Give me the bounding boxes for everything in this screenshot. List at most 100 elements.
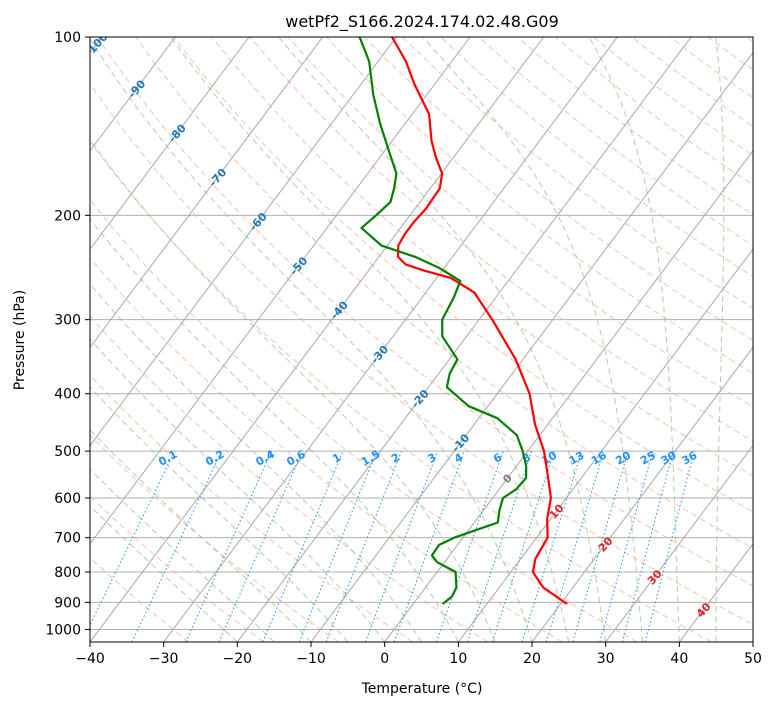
isotherm-line xyxy=(163,37,618,642)
isotherm-label: -20 xyxy=(409,387,432,411)
isotherm-line xyxy=(531,346,753,642)
x-tick-label: 0 xyxy=(380,651,389,667)
isotherm-line xyxy=(90,37,250,250)
dry-adiabat xyxy=(364,37,753,341)
isotherm-line xyxy=(457,248,753,642)
isotherm-label: -40 xyxy=(328,298,351,322)
mixing-ratio-line xyxy=(599,450,654,642)
x-tick-label: −30 xyxy=(149,651,179,667)
x-tick-label: −10 xyxy=(296,651,326,667)
isotherm-label: -100 xyxy=(82,30,110,59)
y-tick-label: 200 xyxy=(54,208,81,224)
x-tick-label: 40 xyxy=(670,651,688,667)
dry-adiabat xyxy=(745,37,753,43)
mixing-ratio-line xyxy=(131,450,223,642)
mixing-ratio-line xyxy=(90,450,176,627)
isotherm-line xyxy=(90,37,176,152)
y-axis-label: Pressure (hPa) xyxy=(12,290,28,390)
mixing-ratio-line xyxy=(621,450,674,642)
y-tick-label: 900 xyxy=(54,595,81,611)
mixing-ratio-line xyxy=(491,450,555,642)
y-tick-label: 1000 xyxy=(45,622,81,638)
line-labels: 0.1 0.2 0.4 0.6 1 1.5 2 3 4 6 8 10 13 16 20 25 30 36-100-… xyxy=(82,30,714,620)
isotherm-label: 0 xyxy=(500,471,515,486)
mixing-ratio-line xyxy=(262,450,344,642)
dry-adiabat xyxy=(135,37,753,550)
mixing-ratio-line xyxy=(364,450,439,642)
mixing-ratio-line xyxy=(644,450,695,642)
isotherm-line xyxy=(90,37,545,642)
x-axis-label: Temperature (°C) xyxy=(361,681,483,697)
mixing-ratio-label: 3 xyxy=(425,451,438,466)
chart-title: wetPf2_S166.2024.174.02.48.G09 xyxy=(285,12,559,32)
y-tick-label: 400 xyxy=(54,387,81,403)
dry-adiabat xyxy=(90,140,712,642)
dry-adiabat xyxy=(90,495,264,642)
profiles xyxy=(358,37,568,605)
background-lines xyxy=(90,37,753,642)
moist-adiabat xyxy=(90,138,496,642)
dry-adiabat xyxy=(90,257,563,642)
y-tick-label: 600 xyxy=(54,491,81,507)
moist-adiabat xyxy=(170,37,570,642)
moist-adiabat xyxy=(715,37,725,642)
mixing-ratio-line xyxy=(435,450,504,642)
x-tick-label: −40 xyxy=(75,651,105,667)
isotherm-label: -30 xyxy=(368,343,391,367)
moist-adiabat xyxy=(90,505,238,642)
y-tick-label: 500 xyxy=(54,444,81,460)
isotherm-line xyxy=(90,37,471,545)
moist-adiabat xyxy=(422,37,643,642)
dry-adiabat xyxy=(90,374,414,642)
moist-adiabat xyxy=(278,37,607,642)
isotherm-line xyxy=(678,543,753,642)
dry-adiabat xyxy=(402,37,753,309)
moist-adiabat xyxy=(90,338,386,642)
moist-adiabat xyxy=(90,218,459,642)
dry-adiabat xyxy=(478,37,753,246)
dry-adiabat xyxy=(90,315,488,642)
isotherm-label: -50 xyxy=(287,254,310,278)
mixing-ratio-label: 2 xyxy=(389,451,402,466)
plot-frame xyxy=(89,36,754,643)
mixing-ratio-line xyxy=(521,450,583,642)
dry-adiabat xyxy=(325,37,753,374)
moist-adiabat xyxy=(90,283,422,642)
y-tick-label: 300 xyxy=(54,313,81,329)
mixing-ratio-line xyxy=(545,450,605,642)
y-tick-label: 100 xyxy=(54,30,81,46)
y-tick-label: 700 xyxy=(54,531,81,547)
dewpoint-line xyxy=(358,37,528,605)
isotherm-label: 30 xyxy=(645,567,665,587)
x-tick-label: 20 xyxy=(523,651,541,667)
dry-adiabat xyxy=(249,37,753,442)
mixing-ratio-line xyxy=(393,450,465,642)
moist-adiabat xyxy=(90,386,349,642)
isotherm-line xyxy=(752,641,753,642)
mixing-ratio-line xyxy=(298,450,378,642)
x-tick-label: 50 xyxy=(744,651,762,667)
dry-adiabat xyxy=(96,37,753,587)
dry-adiabat xyxy=(173,37,753,513)
isotherm-label: -80 xyxy=(166,121,189,145)
dry-adiabat xyxy=(554,37,753,186)
isotherm-line xyxy=(605,444,753,642)
isotherm-line xyxy=(90,37,397,447)
mixing-ratio-line xyxy=(185,450,272,642)
mixing-ratio-line xyxy=(572,450,629,642)
isotherm-line xyxy=(310,51,753,642)
mixing-ratio-line xyxy=(467,450,533,642)
mixing-ratio-line xyxy=(325,450,402,642)
moist-adiabat xyxy=(90,468,275,642)
isotherm-line xyxy=(236,37,692,642)
dry-adiabat xyxy=(90,198,638,642)
y-tick-label: 800 xyxy=(54,565,81,581)
isotherm-label: 40 xyxy=(694,600,714,620)
isotherm-label: -60 xyxy=(247,210,270,234)
mixing-ratio-label: 1 xyxy=(330,451,343,466)
dry-adiabat xyxy=(287,37,753,408)
mixing-ratio-line xyxy=(218,450,303,642)
temperature-line xyxy=(391,37,568,605)
x-tick-label: −20 xyxy=(223,651,253,667)
